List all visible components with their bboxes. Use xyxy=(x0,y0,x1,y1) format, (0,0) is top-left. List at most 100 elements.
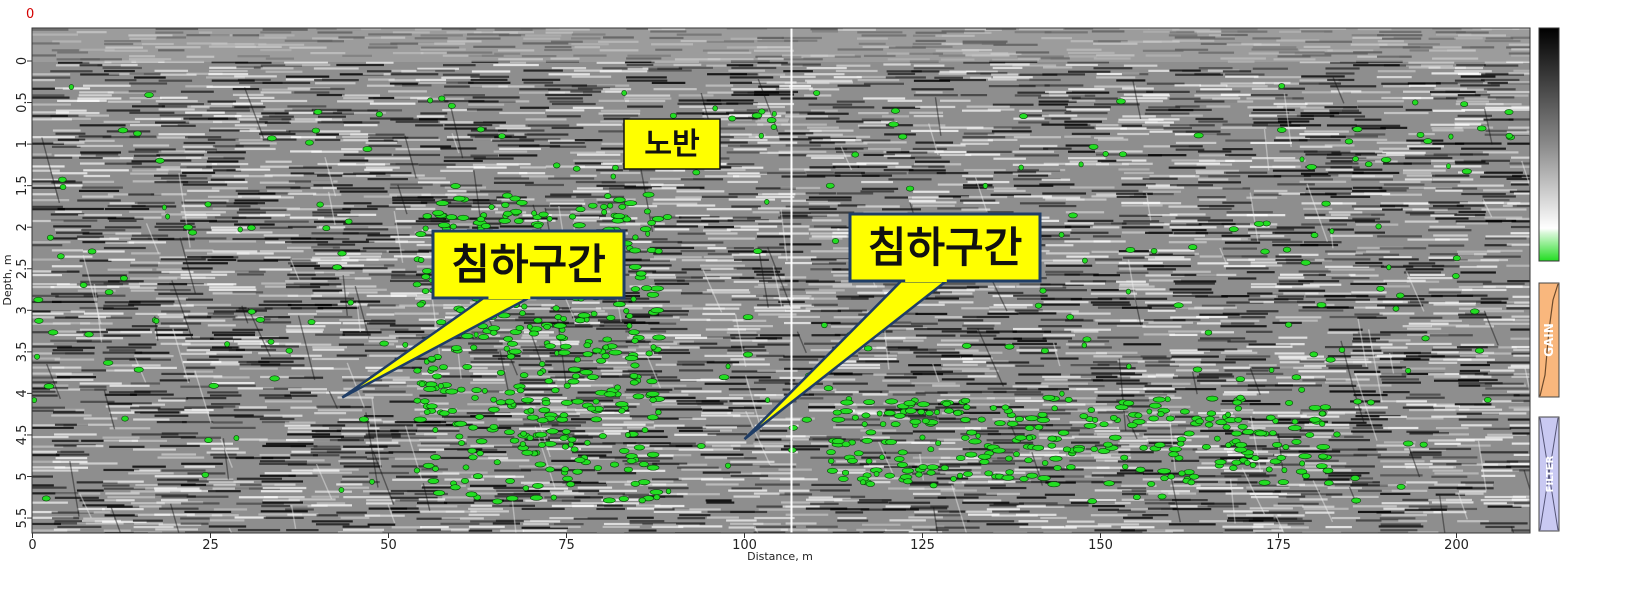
reflection-band xyxy=(52,460,88,463)
reflection-band xyxy=(1248,228,1295,231)
strong-reflection xyxy=(504,389,516,396)
reflection-band xyxy=(1484,64,1519,67)
reflection-band xyxy=(625,60,655,64)
strong-reflection xyxy=(505,478,515,484)
reflection-band xyxy=(914,463,946,466)
reflection-band xyxy=(1328,474,1362,477)
reflection-band xyxy=(180,517,210,520)
strong-reflection xyxy=(503,345,510,352)
reflection-band xyxy=(261,282,294,285)
reflection-band xyxy=(1091,189,1139,192)
reflection-band xyxy=(1042,73,1086,76)
reflection-band xyxy=(473,138,501,141)
reflection-band xyxy=(440,528,470,531)
reflection-band xyxy=(290,172,328,175)
reflection-band xyxy=(158,108,195,111)
reflection-band xyxy=(206,231,241,234)
reflection-band xyxy=(702,429,733,432)
reflection-band xyxy=(651,81,686,84)
strong-reflection xyxy=(853,450,864,457)
reflection-band xyxy=(213,456,254,459)
reflection-band xyxy=(573,166,613,169)
strong-reflection xyxy=(439,364,448,371)
strong-reflection xyxy=(435,200,449,207)
reflection-band xyxy=(1225,153,1257,157)
reflection-band xyxy=(1376,141,1421,144)
reflection-band xyxy=(1355,153,1387,156)
reflection-band xyxy=(1304,216,1348,220)
reflection-band xyxy=(1275,433,1311,436)
reflection-band xyxy=(1299,132,1340,136)
reflection-band xyxy=(342,333,371,336)
reflection-band xyxy=(442,496,481,499)
reflection-band xyxy=(317,306,359,310)
reflection-band xyxy=(443,94,485,97)
reflection-band xyxy=(1457,97,1496,100)
reflection-band xyxy=(1430,319,1462,322)
reflection-band xyxy=(858,390,889,393)
reflection-band xyxy=(1275,255,1302,258)
reflection-band xyxy=(705,232,738,235)
reflection-band xyxy=(287,294,323,297)
strong-reflection xyxy=(586,405,597,412)
reflection-band xyxy=(161,117,189,120)
reflection-band xyxy=(681,244,716,247)
hyperbola-streak xyxy=(220,438,233,468)
reflection-band xyxy=(706,99,754,102)
reflection-band xyxy=(1480,384,1526,387)
reflection-band xyxy=(343,202,372,205)
reflection-band xyxy=(211,447,239,450)
reflection-band xyxy=(103,439,139,442)
reflection-band xyxy=(414,420,462,424)
reflection-band xyxy=(159,315,189,319)
reflection-band xyxy=(1513,394,1530,397)
reflection-band xyxy=(187,189,220,192)
reflection-band xyxy=(521,526,568,529)
reflection-band xyxy=(310,87,345,91)
reflection-band xyxy=(961,208,991,211)
reflection-band xyxy=(1118,442,1148,445)
strong-reflection xyxy=(609,461,620,468)
reflection-band xyxy=(129,393,174,396)
reflection-band xyxy=(1019,352,1055,355)
reflection-band xyxy=(960,94,988,97)
reflection-band xyxy=(1252,411,1300,414)
reflection-band xyxy=(233,175,273,178)
strong-reflection xyxy=(455,433,464,440)
reflection-band xyxy=(343,496,390,499)
reflection-band xyxy=(466,492,514,495)
reflection-band xyxy=(161,270,194,274)
reflection-band xyxy=(1171,355,1219,358)
reflection-band xyxy=(1247,384,1293,387)
reflection-band xyxy=(134,354,174,358)
reflection-band xyxy=(1428,447,1472,451)
reflection-band xyxy=(155,528,199,531)
reflection-band xyxy=(1277,295,1305,298)
reflection-band xyxy=(1431,348,1472,351)
strong-reflection xyxy=(437,382,444,389)
reflection-band xyxy=(263,316,290,319)
reflection-band xyxy=(1064,225,1093,228)
reflection-band xyxy=(1147,375,1178,378)
strong-reflection xyxy=(541,399,551,406)
reflection-band xyxy=(1482,195,1516,198)
reflection-band xyxy=(677,402,724,405)
reflection-band xyxy=(1481,159,1510,162)
strong-reflection xyxy=(457,440,466,446)
hyperbola-streak xyxy=(977,328,1005,387)
reflection-band xyxy=(941,378,975,381)
reflection-band xyxy=(207,157,245,160)
reflection-band xyxy=(548,469,596,472)
strong-reflection xyxy=(861,421,868,428)
strong-reflection xyxy=(1265,414,1276,421)
reflection-band xyxy=(1278,280,1314,283)
strong-reflection xyxy=(1157,411,1165,417)
reflection-band xyxy=(809,489,850,492)
hyperbola-streak xyxy=(702,269,723,313)
reflection-band xyxy=(1226,211,1273,214)
reflection-band xyxy=(726,64,754,67)
reflection-band xyxy=(391,433,425,436)
reflection-band xyxy=(1249,474,1277,477)
reflection-band xyxy=(1170,505,1208,508)
reflection-band xyxy=(549,141,585,144)
